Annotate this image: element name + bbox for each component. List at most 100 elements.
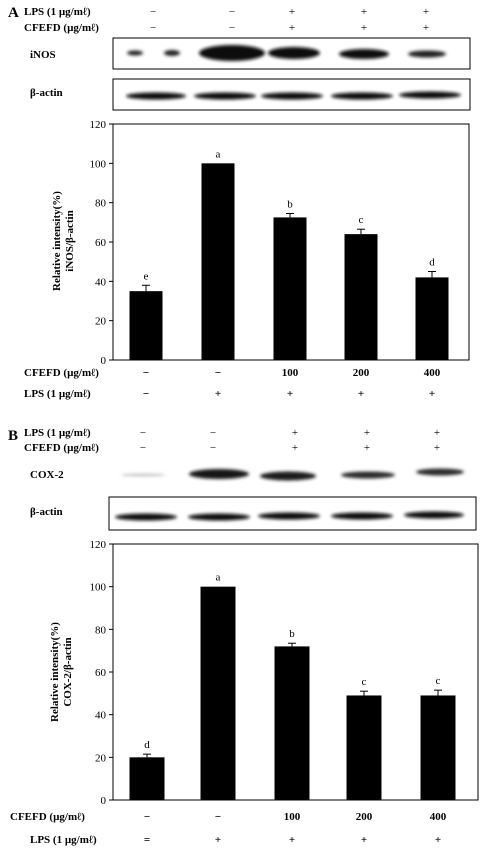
panel-b-header-values: − − + + + − − + + +	[140, 427, 440, 454]
band	[339, 49, 389, 59]
blot-bands-actin-a	[126, 91, 461, 100]
significance-letter: b	[287, 198, 293, 210]
header-lps-val: −	[150, 6, 156, 18]
blot-bands-cox2	[121, 468, 464, 481]
y-axis-label-line: COX-2/β-actin	[62, 637, 74, 706]
blot-bands-inos	[127, 45, 446, 61]
bar	[273, 217, 307, 360]
y-axis-label-line: Relative intensity(%)	[49, 622, 61, 722]
header-cfefd-val: +	[423, 22, 429, 34]
band	[127, 50, 143, 56]
band	[261, 92, 323, 100]
y-tick-label: 100	[90, 158, 107, 170]
significance-letter: e	[144, 270, 149, 282]
significance-letter: c	[359, 214, 364, 226]
y-axis-label-line: Relative intensity(%)	[51, 191, 63, 291]
header-lps-val: +	[289, 6, 295, 18]
panel-a-footer-cfefd-label: CFEFD (µg/mℓ)	[24, 367, 99, 379]
band	[189, 469, 249, 479]
blot-label-cox2: COX-2	[30, 469, 64, 481]
band	[188, 513, 250, 521]
panel-a-footer-lps-label: LPS (1 µg/mℓ)	[24, 388, 91, 400]
y-tick-label: 40	[95, 276, 107, 288]
footer-lps-val: −	[143, 388, 149, 400]
significance-letter: a	[216, 148, 221, 160]
band	[399, 91, 461, 99]
significance-letter: a	[216, 572, 221, 584]
blot-label-actin-a: β-actin	[30, 87, 63, 99]
significance-letter: c	[362, 676, 367, 688]
band	[268, 47, 320, 59]
y-tick-label: 20	[95, 316, 107, 328]
y-axis-label: Relative intensity(%)COX-2/β-actin	[49, 622, 74, 722]
footer-cfefd-val: 400	[430, 811, 447, 823]
y-axis-label: Relative intensity(%)iNOS/β-actin	[51, 191, 76, 291]
y-tick-label: 60	[95, 237, 107, 249]
header-lps-val: +	[434, 427, 440, 439]
panel-b-label: B	[8, 428, 18, 444]
band	[408, 50, 446, 58]
panel-a-label: A	[8, 5, 19, 21]
bar	[346, 695, 382, 800]
band	[331, 92, 393, 100]
y-tick-label: 40	[95, 710, 107, 722]
footer-cfefd-val: 100	[282, 367, 299, 379]
bar	[129, 757, 165, 800]
band	[260, 471, 316, 481]
panel-b-footer-values: − − 100 200 400 = + + + +	[144, 811, 447, 846]
y-tick-label: 0	[101, 355, 107, 367]
footer-lps-val: +	[287, 388, 293, 400]
y-tick-label: 80	[95, 198, 107, 210]
header-lps-val: +	[364, 427, 370, 439]
band	[126, 92, 186, 100]
footer-cfefd-val: −	[215, 367, 221, 379]
blot-label-inos: iNOS	[30, 49, 56, 61]
panel-b-header-cfefd-label: CFEFD (µg/mℓ)	[24, 442, 99, 454]
footer-lps-val: +	[215, 834, 221, 846]
header-cfefd-val: −	[229, 22, 235, 34]
header-cfefd-val: +	[361, 22, 367, 34]
y-tick-label: 80	[95, 624, 107, 636]
panel-b-header-lps-label: LPS (1 µg/mℓ)	[24, 427, 91, 439]
significance-letter: c	[436, 675, 441, 687]
footer-lps-val: +	[429, 388, 435, 400]
band	[258, 512, 320, 520]
header-lps-val: +	[292, 427, 298, 439]
header-cfefd-val: +	[292, 442, 298, 454]
y-axis-label-line: iNOS/β-actin	[64, 210, 76, 271]
band	[121, 473, 165, 477]
bar	[201, 163, 235, 360]
footer-cfefd-val: −	[143, 367, 149, 379]
y-tick-label: 0	[101, 795, 107, 807]
band	[115, 513, 177, 521]
y-tick-label: 60	[95, 667, 107, 679]
significance-letter: d	[429, 257, 435, 269]
band	[416, 468, 464, 476]
footer-cfefd-val: 200	[353, 367, 370, 379]
header-lps-val: +	[361, 6, 367, 18]
footer-lps-val: +	[358, 388, 364, 400]
footer-cfefd-val: 100	[284, 811, 301, 823]
panel-a-header-cfefd-label: CFEFD (µg/mℓ)	[24, 22, 99, 34]
blot-bands-actin-b	[115, 511, 464, 521]
header-lps-val: +	[423, 6, 429, 18]
footer-lps-val: +	[289, 834, 295, 846]
panel-a-header-values: − − + + + − − + + +	[150, 6, 429, 34]
significance-letter: b	[289, 628, 295, 640]
panel-a-header-lps-label: LPS (1 µg/mℓ)	[24, 6, 91, 18]
band	[164, 50, 180, 56]
header-lps-val: −	[229, 6, 235, 18]
band	[331, 512, 393, 520]
header-cfefd-val: −	[150, 22, 156, 34]
footer-cfefd-val: −	[144, 811, 150, 823]
footer-cfefd-val: 400	[424, 367, 441, 379]
header-cfefd-val: −	[210, 442, 216, 454]
y-tick-label: 120	[90, 539, 107, 551]
bar	[200, 586, 236, 800]
footer-cfefd-val: −	[215, 811, 221, 823]
footer-cfefd-val: 200	[356, 811, 373, 823]
y-tick-label: 120	[90, 119, 107, 131]
band	[199, 45, 265, 61]
footer-lps-val: +	[435, 834, 441, 846]
